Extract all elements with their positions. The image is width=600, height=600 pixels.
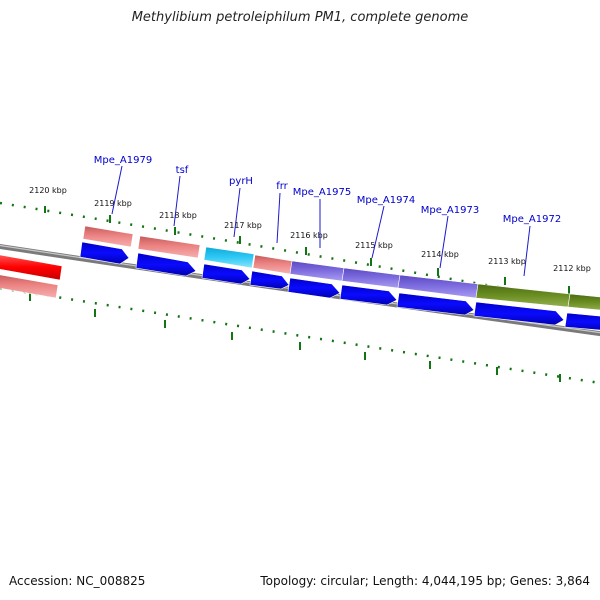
kbp-ticks: [29, 206, 570, 382]
feature-salmon-lower[interactable]: [0, 274, 59, 299]
kbp-label: 2115 kbp: [355, 241, 393, 250]
feature-mpe-a1974[interactable]: [341, 267, 401, 289]
cds-arrow[interactable]: [79, 241, 130, 265]
gene-label-mpe-a1975[interactable]: Mpe_A1975: [293, 187, 351, 198]
kbp-label: 2118 kbp: [159, 211, 197, 220]
kbp-label: 2113 kbp: [488, 257, 526, 266]
feature-blocks: [0, 225, 600, 311]
feature-pyrH[interactable]: [203, 246, 255, 269]
cds-arrow[interactable]: [201, 263, 251, 285]
cds-arrow[interactable]: [473, 301, 565, 326]
cds-arrows: [79, 241, 600, 331]
kbp-label: 2116 kbp: [290, 231, 328, 240]
feature-frr[interactable]: [252, 254, 293, 275]
feature-mpe-a1979[interactable]: [82, 225, 134, 248]
cds-arrow[interactable]: [287, 277, 341, 299]
gene-label-mpe-a1979[interactable]: Mpe_A1979: [94, 155, 152, 166]
gene-label-tsf[interactable]: tsf: [176, 165, 189, 176]
cds-arrow[interactable]: [135, 252, 197, 277]
map-title: Methylibium petroleiphilum PM1, complete…: [131, 10, 469, 25]
feature-red[interactable]: [0, 254, 63, 281]
genome-stats-text: Topology: circular; Length: 4,044,195 bp…: [260, 574, 590, 588]
gene-label-pyrH[interactable]: pyrH: [229, 176, 253, 187]
kbp-label: 2112 kbp: [553, 264, 591, 273]
cds-arrow[interactable]: [564, 312, 600, 331]
gene-label-mpe-a1973[interactable]: Mpe_A1973: [421, 205, 479, 216]
kbp-label: 2120 kbp: [29, 186, 67, 195]
gene-label-mpe-a1972[interactable]: Mpe_A1972: [503, 214, 561, 225]
cds-arrow[interactable]: [396, 292, 475, 316]
feature-mpe-a1975[interactable]: [289, 260, 345, 282]
gene-leaders: [111, 165, 531, 277]
kbp-label: 2119 kbp: [94, 199, 132, 208]
feature-tsf[interactable]: [137, 235, 201, 259]
outer-tick-ring: [0, 201, 600, 307]
cds-arrow[interactable]: [249, 270, 290, 290]
accession-text: Accession: NC_008825: [9, 574, 146, 588]
kbp-label: 2117 kbp: [224, 221, 262, 230]
gene-label-mpe-a1974[interactable]: Mpe_A1974: [357, 195, 415, 206]
gene-label-frr[interactable]: frr: [276, 181, 288, 192]
cds-arrow[interactable]: [339, 284, 398, 306]
feature-olive-right[interactable]: [567, 293, 600, 311]
kbp-label: 2114 kbp: [421, 250, 459, 259]
inner-tick-ring: [0, 286, 600, 385]
